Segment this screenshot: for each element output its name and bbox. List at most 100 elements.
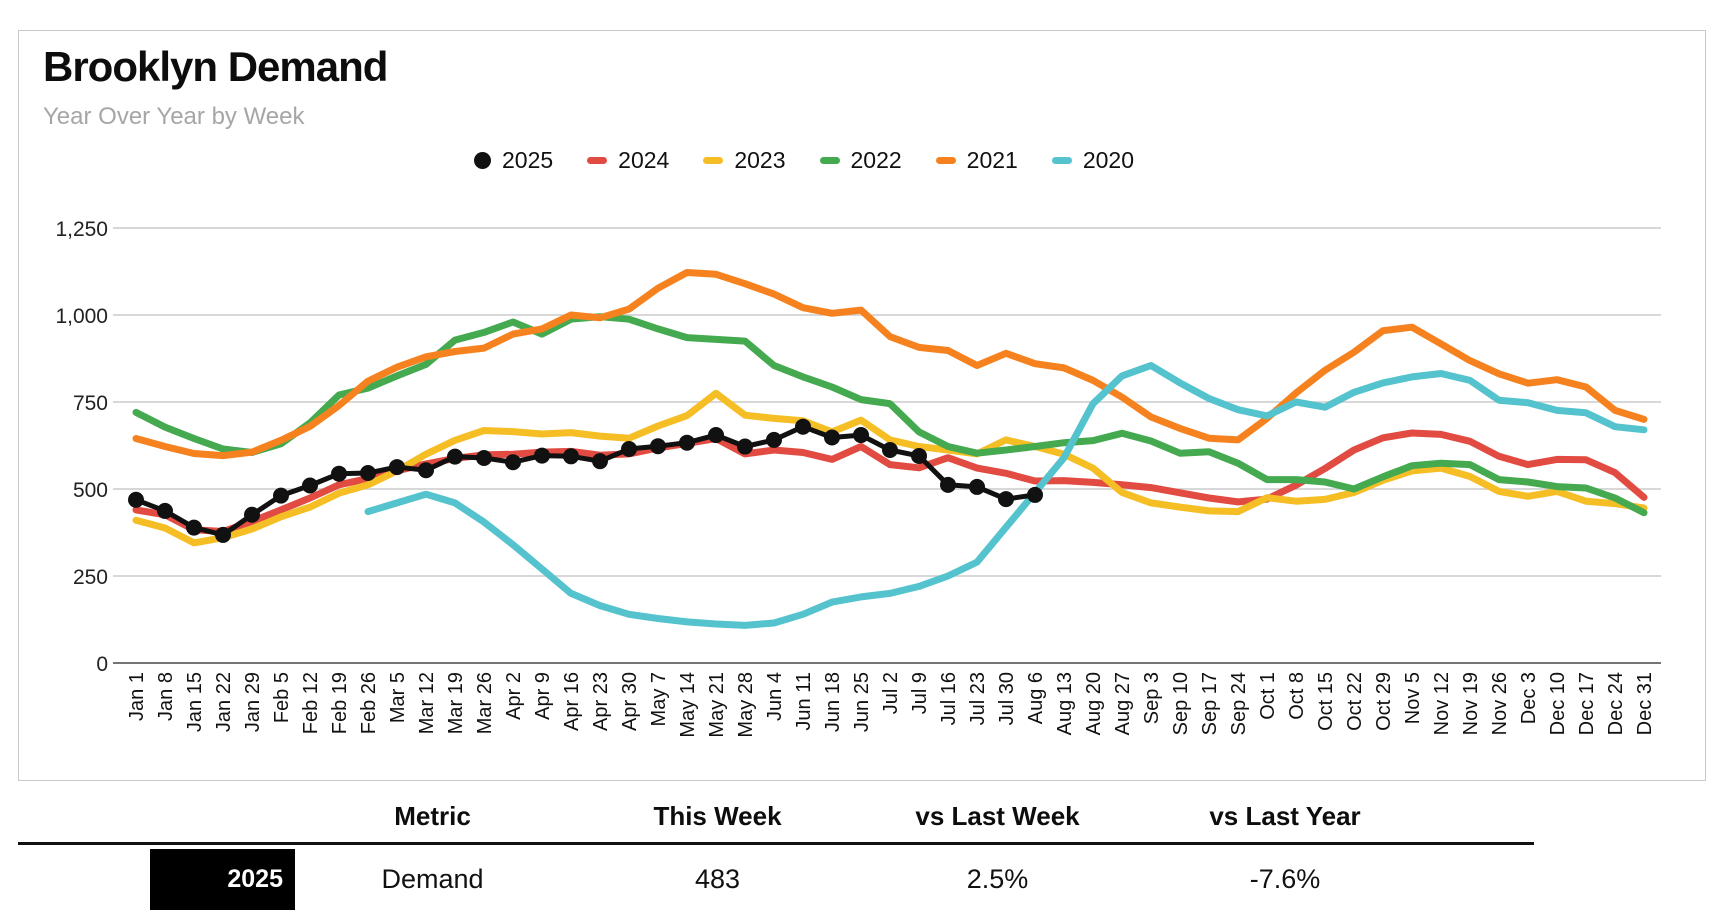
page-subtitle: Year Over Year by Week [43,103,305,130]
x-tick-label: Aug 13 [1054,672,1076,735]
vs-last-year-cell: -7.6% [1249,863,1321,894]
metric-cell: Demand [381,863,484,894]
x-tick-label: Dec 17 [1576,672,1598,735]
x-tick-label: Nov 26 [1489,672,1511,735]
this-week-cell: 483 [694,863,741,894]
series-point-2025 [795,418,811,435]
x-tick-label: Jun 25 [851,672,873,732]
series-point-2025 [389,459,405,476]
page-title: Brooklyn Demand [43,43,388,90]
legend-item-2022[interactable]: 2022 [819,147,902,174]
x-tick-label: Jan 22 [213,672,235,732]
series-line-2023 [132,389,1648,547]
series-point-2025 [476,450,492,467]
demand-chart: 0 250 500 750 1,000 1,250 Jan 1 Jan 8 Jan 15 Jan … [55,218,1661,738]
legend-item-2021[interactable]: 2021 [935,147,1018,174]
series-point-2025 [708,427,724,444]
legend-item-2020[interactable]: 2020 [1051,147,1135,174]
x-tick-label: May 14 [677,672,699,738]
year-badge-2025: 2025 [150,848,295,910]
series-point-2025 [505,454,521,471]
series-point-2025 [911,447,927,464]
series-point-2025 [418,462,434,479]
y-tick-label: 1,250 [55,218,108,241]
legend-label-2024: 2024 [618,147,670,173]
summary-table: Metric This Week vs Last Week vs Last Ye… [18,790,1534,913]
legend-dash-icon-2021 [935,157,956,164]
x-tick-label: Oct 29 [1373,672,1395,731]
legend-item-2023[interactable]: 2023 [703,147,786,174]
series-point-2025 [998,491,1014,508]
series-point-2025 [447,448,463,465]
x-tick-label: Jan 8 [155,672,177,721]
x-tick-label: May 28 [735,672,757,738]
series-point-2025 [621,440,637,457]
legend-dash-icon-2022 [819,157,840,164]
x-tick-label: Oct 1 [1257,672,1279,720]
y-tick-label: 500 [73,479,108,502]
legend-dash-icon-2023 [703,157,724,164]
y-tick-label: 1,000 [55,305,108,328]
col-header-metric: Metric [394,800,471,831]
x-tick-label: Jul 23 [967,672,989,725]
series-point-2025 [273,487,289,504]
series-point-2025 [128,491,144,508]
col-header-this-week: This Week [653,800,782,831]
summary-table-header: Metric This Week vs Last Week vs Last Ye… [18,790,1534,845]
series-point-2025 [563,448,579,465]
legend-label-2020: 2020 [1082,147,1135,173]
x-tick-label: Oct 8 [1286,672,1308,720]
x-tick-label: Apr 16 [561,672,583,731]
x-tick-label: Feb 12 [300,672,322,734]
x-tick-label: Jul 2 [880,672,902,714]
x-tick-label: Dec 31 [1634,672,1656,735]
legend-label-2025: 2025 [501,147,554,173]
x-tick-label: Jan 15 [184,672,206,732]
series-point-2025 [969,478,985,495]
x-tick-label: Dec 24 [1605,672,1627,735]
x-tick-label: Jan 29 [242,672,264,732]
y-tick-label: 250 [73,566,108,589]
x-tick-label: Jun 4 [764,672,786,721]
col-header-vs-last-week: vs Last Week [915,800,1080,831]
legend-item-2025[interactable]: 2025 [473,147,554,174]
x-tick-label: Apr 9 [532,672,554,720]
badge-cell: 2025 [18,845,300,913]
series-point-2025 [766,431,782,448]
legend-label-2021: 2021 [966,147,1018,173]
x-tick-label: Nov 12 [1431,672,1453,735]
x-tick-label: Jul 30 [996,672,1018,725]
x-tick-label: Oct 15 [1315,672,1337,731]
series-point-2025 [302,477,318,494]
x-tick-label: Aug 20 [1083,672,1105,735]
vs-last-week-cell: 2.5% [966,863,1029,894]
series-point-2025 [1027,486,1043,503]
series-point-2025 [940,476,956,493]
x-tick-label: Feb 26 [358,672,380,734]
x-tick-label: Nov 19 [1460,672,1482,735]
series-point-2025 [650,438,666,455]
x-tick-label: Mar 5 [387,672,409,723]
series-point-2025 [186,519,202,536]
legend-dash-icon-2020 [1051,157,1072,164]
y-tick-label: 750 [73,392,108,415]
legend-dash-icon-2024 [587,157,608,164]
series-point-2025 [882,442,898,459]
legend-label-2022: 2022 [850,147,902,173]
series-point-2025 [244,506,260,523]
series-point-2025 [824,429,840,446]
series-point-2025 [853,427,869,444]
series-line-2020 [364,362,1648,629]
x-tick-label: Feb 5 [271,672,293,723]
x-tick-label: May 7 [648,672,670,726]
x-tick-label: Feb 19 [329,672,351,734]
x-tick-label: Mar 19 [445,672,467,734]
legend-item-2024[interactable]: 2024 [587,147,669,174]
series-point-2025 [737,438,753,455]
series-line-2022 [132,313,1648,517]
x-tick-label: Jul 9 [909,672,931,714]
series-point-2025 [534,447,550,464]
series-point-2025 [331,465,347,482]
series-point-2025 [360,464,376,481]
x-tick-label: Aug 27 [1112,672,1134,735]
